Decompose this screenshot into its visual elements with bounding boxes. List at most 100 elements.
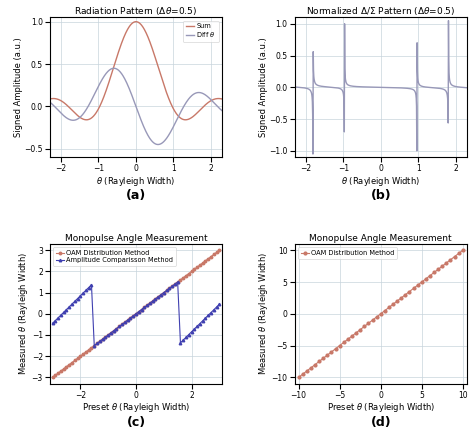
OAM Distribution Method (194, 265, 200, 270)
OAM Distribution Method (407, 289, 412, 294)
OAM Distribution Method (320, 356, 326, 361)
Line: OAM Distribution Method: OAM Distribution Method (51, 249, 220, 378)
Legend: Sum, Diff $\theta$: Sum, Diff $\theta$ (183, 21, 219, 42)
Line: Sum: Sum (50, 22, 222, 120)
OAM Distribution Method (333, 346, 338, 351)
Diff $\theta$ (91, 92, 97, 98)
Diff $\theta$ (47, 99, 53, 105)
OAM Distribution Method (382, 308, 388, 313)
Diff $\theta$ (125, 83, 131, 89)
Text: (c): (c) (127, 416, 146, 429)
Amplitude Comparisson Method (153, 296, 158, 302)
X-axis label: $\theta$ (Rayleigh Width): $\theta$ (Rayleigh Width) (96, 174, 175, 187)
Sum (47, 96, 53, 102)
OAM Distribution Method (370, 317, 375, 323)
OAM Distribution Method (386, 305, 392, 310)
OAM Distribution Method (362, 324, 367, 329)
OAM Distribution Method (398, 295, 404, 300)
OAM Distribution Method (83, 349, 89, 354)
Sum (177, 115, 183, 120)
OAM Distribution Method (374, 314, 380, 320)
Line: OAM Distribution Method: OAM Distribution Method (297, 249, 464, 379)
Sum (77, 115, 83, 120)
Text: (d): (d) (370, 416, 391, 429)
Text: (b): (b) (370, 189, 391, 202)
Sum (163, 87, 168, 92)
OAM Distribution Method (423, 276, 428, 282)
Y-axis label: Signed Amplitude (a.u.): Signed Amplitude (a.u.) (14, 37, 23, 137)
X-axis label: Preset $\theta$ (Rayleigh Width): Preset $\theta$ (Rayleigh Width) (82, 401, 190, 414)
OAM Distribution Method (325, 352, 330, 358)
Amplitude Comparisson Method (141, 305, 147, 310)
OAM Distribution Method (108, 330, 114, 335)
OAM Distribution Method (353, 330, 359, 335)
OAM Distribution Method (316, 359, 322, 364)
Y-axis label: Signed Amplitude (a.u.): Signed Amplitude (a.u.) (259, 37, 268, 137)
Diff $\theta$ (219, 108, 225, 113)
Amplitude Comparisson Method (91, 343, 97, 348)
OAM Distribution Method (50, 375, 55, 380)
Title: Radiation Pattern ($\Delta\theta$=0.5): Radiation Pattern ($\Delta\theta$=0.5) (74, 5, 198, 17)
Sum (219, 96, 225, 102)
OAM Distribution Method (394, 299, 400, 304)
Y-axis label: Measured $\theta$ (Rayleigh Width): Measured $\theta$ (Rayleigh Width) (17, 252, 30, 375)
OAM Distribution Method (89, 345, 94, 350)
Line: Amplitude Comparisson Method: Amplitude Comparisson Method (51, 281, 220, 347)
OAM Distribution Method (296, 375, 301, 380)
Title: Monopulse Angle Measurement: Monopulse Angle Measurement (64, 234, 207, 243)
OAM Distribution Method (439, 263, 445, 269)
OAM Distribution Method (431, 270, 437, 275)
Legend: OAM Distribution Method: OAM Distribution Method (298, 247, 397, 259)
X-axis label: Preset $\theta$ (Rayleigh Width): Preset $\theta$ (Rayleigh Width) (327, 401, 435, 414)
Amplitude Comparisson Method (200, 318, 206, 324)
OAM Distribution Method (402, 292, 408, 297)
Diff $\theta$ (163, 137, 168, 143)
OAM Distribution Method (312, 362, 318, 367)
OAM Distribution Method (452, 254, 457, 259)
Diff $\theta$ (111, 66, 117, 71)
Sum (83, 117, 89, 123)
Amplitude Comparisson Method (217, 302, 222, 307)
OAM Distribution Method (349, 334, 355, 339)
Text: (a): (a) (126, 189, 146, 202)
Line: Diff $\theta$: Diff $\theta$ (50, 68, 222, 144)
Sum (133, 19, 139, 24)
OAM Distribution Method (328, 349, 334, 354)
Amplitude Comparisson Method (50, 321, 55, 326)
OAM Distribution Method (304, 368, 310, 374)
OAM Distribution Method (378, 311, 383, 317)
Y-axis label: Measured $\theta$ (Rayleigh Width): Measured $\theta$ (Rayleigh Width) (257, 252, 270, 375)
OAM Distribution Method (419, 279, 425, 285)
Amplitude Comparisson Method (83, 288, 89, 293)
OAM Distribution Method (447, 257, 453, 262)
OAM Distribution Method (410, 286, 416, 291)
OAM Distribution Method (415, 283, 420, 288)
OAM Distribution Method (345, 337, 351, 342)
OAM Distribution Method (217, 248, 222, 253)
Title: Monopulse Angle Measurement: Monopulse Angle Measurement (310, 234, 452, 243)
Title: Normalized $\Delta/\Sigma$ Pattern ($\Delta\theta$=0.5): Normalized $\Delta/\Sigma$ Pattern ($\De… (306, 5, 456, 17)
OAM Distribution Method (435, 267, 441, 272)
Amplitude Comparisson Method (175, 279, 181, 285)
Diff $\theta$ (177, 111, 183, 116)
Diff $\theta$ (77, 114, 83, 119)
OAM Distribution Method (365, 321, 371, 326)
OAM Distribution Method (150, 299, 155, 304)
X-axis label: $\theta$ (Rayleigh Width): $\theta$ (Rayleigh Width) (341, 174, 420, 187)
OAM Distribution Method (456, 251, 462, 256)
OAM Distribution Method (357, 327, 363, 332)
OAM Distribution Method (300, 371, 306, 377)
Amplitude Comparisson Method (111, 328, 117, 334)
OAM Distribution Method (308, 365, 314, 371)
Diff $\theta$ (155, 142, 161, 147)
OAM Distribution Method (427, 273, 433, 278)
OAM Distribution Method (337, 343, 343, 348)
Diff $\theta$ (149, 138, 155, 143)
OAM Distribution Method (460, 248, 465, 253)
Legend: OAM Distribution Method, Amplitude Comparisson Method: OAM Distribution Method, Amplitude Compa… (53, 247, 176, 266)
Sum (149, 45, 155, 50)
OAM Distribution Method (139, 307, 145, 312)
Sum (91, 112, 97, 118)
OAM Distribution Method (444, 260, 449, 266)
OAM Distribution Method (341, 340, 346, 345)
